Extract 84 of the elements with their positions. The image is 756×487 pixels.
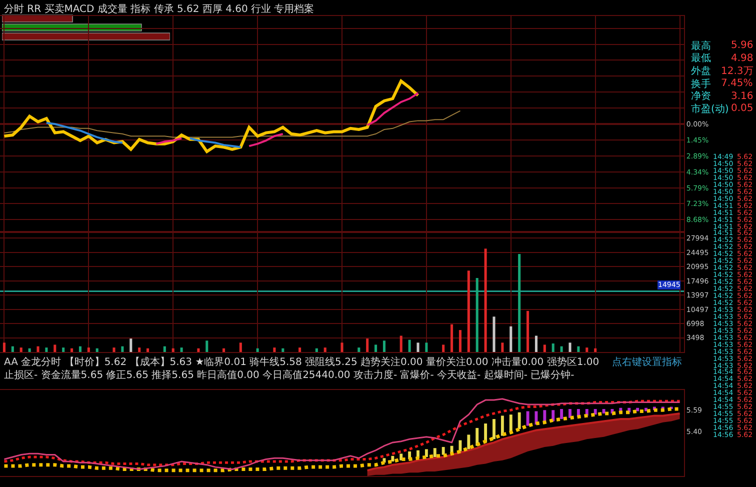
bar [358, 348, 360, 352]
bar [256, 348, 259, 352]
chart-title: AA 金龙分时 【时价】5.62 【成本】5.63 ★临界0.01 骑牛线5.58 强阻线5.25 趋势关注0.00 量价关注0.00 冲击量0.00 强势区1.00 止损区- 资金流量5.65 修正5.65 推择5.65 昨日高值0.00 今日高值25440.00 攻击力度- 富爆价- 今天收益- 起爆时间- 已爆分钟- [4, 356, 600, 381]
bar [36, 346, 40, 352]
bar [11, 346, 14, 352]
bar [2, 342, 6, 352]
bar [534, 336, 538, 352]
chart-title: 分时 RR 买卖MACD 成交量 指标 传承 5.62 西厚 4.60 行业 专用档案 [4, 3, 314, 15]
bar [112, 348, 116, 352]
bar [70, 348, 74, 352]
bar [315, 348, 318, 352]
bar [382, 340, 386, 352]
bar [467, 270, 470, 352]
bar [602, 408, 606, 414]
bar [222, 348, 226, 352]
bar [96, 348, 98, 352]
bar [586, 348, 588, 352]
bar [273, 348, 276, 352]
bar [239, 342, 242, 352]
bar [87, 348, 90, 352]
line-series [4, 110, 461, 138]
bar [197, 348, 200, 352]
bar [433, 448, 436, 458]
text: 市盈(动) 0.05 [691, 103, 754, 115]
bar [458, 330, 462, 352]
bar [500, 416, 504, 436]
text: 最低 4.98 [691, 53, 754, 64]
bar [552, 343, 554, 352]
bar [518, 254, 521, 352]
bar [476, 278, 478, 352]
bar [492, 419, 496, 440]
bar [510, 326, 512, 352]
bar [450, 324, 454, 352]
bar [62, 348, 65, 352]
bar [543, 344, 546, 352]
bar [425, 342, 428, 352]
bar [458, 440, 462, 452]
text: 换手 7.45% [691, 78, 753, 90]
bar [594, 348, 597, 352]
bar [518, 412, 521, 430]
bar [526, 310, 530, 352]
bar [492, 316, 496, 352]
bar [138, 348, 141, 352]
bar [172, 348, 174, 352]
text: 点右键设置指标 [612, 356, 682, 368]
bar [180, 348, 183, 352]
bar [484, 248, 487, 352]
bar [20, 348, 22, 352]
bar [424, 449, 428, 458]
bar [54, 344, 56, 352]
bar [146, 348, 150, 352]
bar [78, 346, 82, 352]
bar [366, 338, 369, 352]
bar [408, 340, 411, 352]
bar [442, 446, 445, 455]
bar [45, 348, 48, 352]
bar [28, 348, 31, 352]
bar [298, 348, 302, 352]
bar [526, 411, 530, 426]
bar [121, 346, 124, 352]
bar [501, 342, 504, 352]
bar [594, 408, 597, 415]
bar [442, 344, 445, 352]
bar [577, 346, 580, 352]
bar [130, 338, 132, 352]
line-series [2, 80, 420, 154]
bar [282, 348, 284, 352]
bar [206, 340, 208, 352]
text: 最高 5.96 [691, 40, 754, 52]
bar [467, 434, 470, 450]
bar [340, 342, 344, 352]
bar [568, 408, 572, 418]
bar [324, 348, 326, 352]
bar [374, 344, 378, 352]
bar [560, 346, 563, 352]
bar [560, 408, 564, 420]
bar [400, 454, 403, 460]
text: 净资 3.16 [691, 91, 754, 102]
bar [416, 342, 420, 352]
bar [163, 346, 166, 352]
bar [568, 342, 572, 352]
bar [391, 456, 394, 462]
text: 外盘 12.3万 [691, 65, 754, 77]
bar [400, 336, 402, 352]
